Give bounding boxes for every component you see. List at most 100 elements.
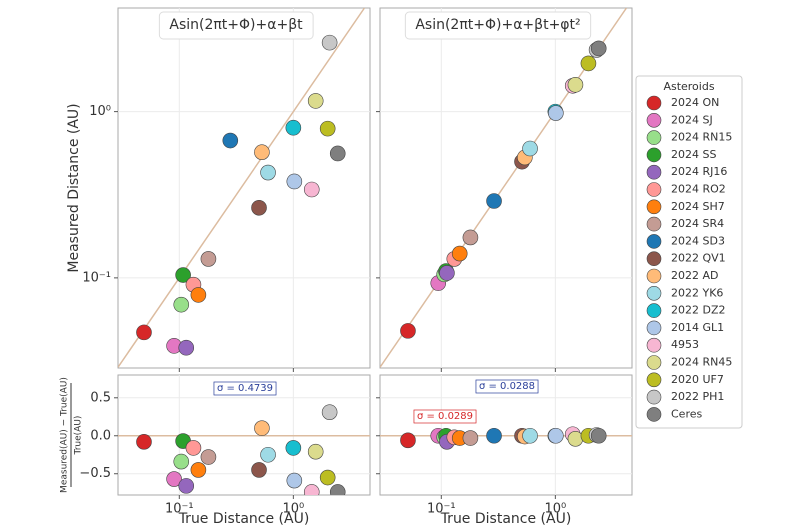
point bbox=[321, 34, 338, 51]
legend-marker bbox=[646, 113, 662, 128]
points bbox=[380, 8, 628, 368]
point bbox=[307, 443, 324, 460]
point bbox=[329, 484, 346, 495]
sigma-annotation: σ = 0.0289 bbox=[417, 411, 473, 422]
y-tick-label: 10⁻¹ bbox=[82, 270, 111, 285]
plot-area bbox=[117, 7, 371, 369]
legend-label: Ceres bbox=[671, 407, 702, 420]
legend-label: 2022 QV1 bbox=[671, 252, 726, 265]
legend-marker bbox=[646, 164, 662, 180]
y-axis-label-denominator: True(AU) bbox=[74, 416, 84, 456]
point bbox=[166, 471, 182, 487]
annotation-box bbox=[413, 409, 477, 424]
point bbox=[222, 132, 239, 149]
legend-marker bbox=[646, 95, 662, 111]
point bbox=[319, 120, 336, 137]
point bbox=[260, 164, 276, 181]
x-tick-label: 10⁻¹ bbox=[165, 502, 194, 517]
legend-label: 2024 RN45 bbox=[671, 356, 732, 369]
points bbox=[380, 426, 632, 450]
point bbox=[200, 251, 217, 267]
point bbox=[185, 440, 202, 456]
legend-marker bbox=[646, 216, 662, 232]
legend-label: 2024 ON bbox=[671, 96, 719, 109]
legend-label: 2020 UF7 bbox=[671, 373, 724, 386]
legend-marker bbox=[646, 182, 662, 197]
point bbox=[548, 427, 564, 444]
y-tick-label: 10⁰ bbox=[89, 104, 111, 119]
point bbox=[400, 432, 416, 449]
legend-label: 2022 DZ2 bbox=[671, 304, 726, 317]
y-tick-label: 0.5 bbox=[90, 390, 111, 405]
legend-label: 2022 PH1 bbox=[671, 390, 724, 403]
x-tick-label: 10⁰ bbox=[544, 502, 566, 517]
legend-marker bbox=[646, 303, 662, 318]
point bbox=[286, 173, 303, 190]
title-box bbox=[158, 11, 314, 40]
x-tick-label: 10⁻¹ bbox=[427, 502, 456, 517]
point bbox=[329, 145, 346, 162]
legend-label: 2024 SD3 bbox=[671, 234, 725, 247]
point bbox=[173, 296, 190, 313]
reference-line bbox=[118, 8, 366, 368]
point bbox=[439, 265, 455, 281]
point bbox=[173, 453, 190, 470]
point bbox=[254, 144, 270, 161]
legend-marker bbox=[646, 130, 662, 145]
point bbox=[522, 140, 538, 157]
y-tick-label: −0.5 bbox=[79, 466, 111, 481]
legend-marker bbox=[646, 147, 662, 163]
legend-marker bbox=[646, 285, 662, 301]
panel-title: Asin(2πt+Φ)+α+βt bbox=[169, 17, 303, 33]
legend-label: 4953 bbox=[671, 338, 699, 351]
legend-label: 2024 SH7 bbox=[671, 200, 725, 213]
point bbox=[462, 229, 479, 246]
point bbox=[178, 478, 195, 494]
legend-marker bbox=[646, 372, 662, 388]
point bbox=[486, 427, 502, 444]
y-axis-label-numerator: Measured(AU) − True(AU) bbox=[60, 377, 70, 493]
legend-box bbox=[635, 75, 743, 429]
point bbox=[285, 119, 302, 136]
annotation-box bbox=[475, 379, 539, 394]
sigma-annotation: σ = 0.4739 bbox=[217, 383, 273, 394]
point bbox=[190, 462, 207, 478]
point bbox=[190, 287, 207, 303]
legend-label: 2024 RJ16 bbox=[671, 165, 727, 178]
point bbox=[286, 472, 303, 489]
point bbox=[136, 434, 152, 450]
y-tick-label: 0.0 bbox=[90, 428, 111, 443]
legend-label: 2024 RN15 bbox=[671, 131, 732, 144]
annotation-box bbox=[213, 381, 277, 396]
point bbox=[567, 430, 584, 447]
point bbox=[590, 427, 607, 444]
legend-marker bbox=[646, 199, 662, 215]
y-axis-label: Measured Distance (AU) bbox=[66, 103, 82, 272]
point bbox=[321, 404, 338, 421]
legend-label: 2024 SS bbox=[671, 148, 716, 161]
point bbox=[307, 93, 324, 109]
x-tick-label: 10⁰ bbox=[282, 502, 304, 517]
point bbox=[522, 427, 538, 444]
sigma-annotation: σ = 0.0288 bbox=[479, 381, 535, 392]
legend-label: 2024 RO2 bbox=[671, 183, 726, 196]
legend-marker bbox=[646, 389, 662, 405]
legend-marker bbox=[646, 320, 662, 336]
legend-title: Asteroids bbox=[663, 80, 714, 93]
point bbox=[251, 462, 267, 478]
point bbox=[178, 339, 195, 356]
point bbox=[400, 323, 416, 339]
legend-marker bbox=[646, 268, 662, 284]
legend-marker bbox=[646, 407, 662, 422]
point bbox=[251, 199, 267, 216]
point bbox=[580, 55, 597, 72]
legend-label: 2022 YK6 bbox=[671, 286, 723, 299]
points bbox=[118, 8, 366, 368]
legend-label: 2024 SR4 bbox=[671, 217, 724, 230]
title-box bbox=[404, 11, 592, 40]
point bbox=[285, 440, 302, 456]
legend-marker bbox=[646, 234, 662, 249]
legend-marker bbox=[646, 337, 662, 353]
panel-title: Asin(2πt+Φ)+α+βt+φt² bbox=[415, 17, 580, 33]
